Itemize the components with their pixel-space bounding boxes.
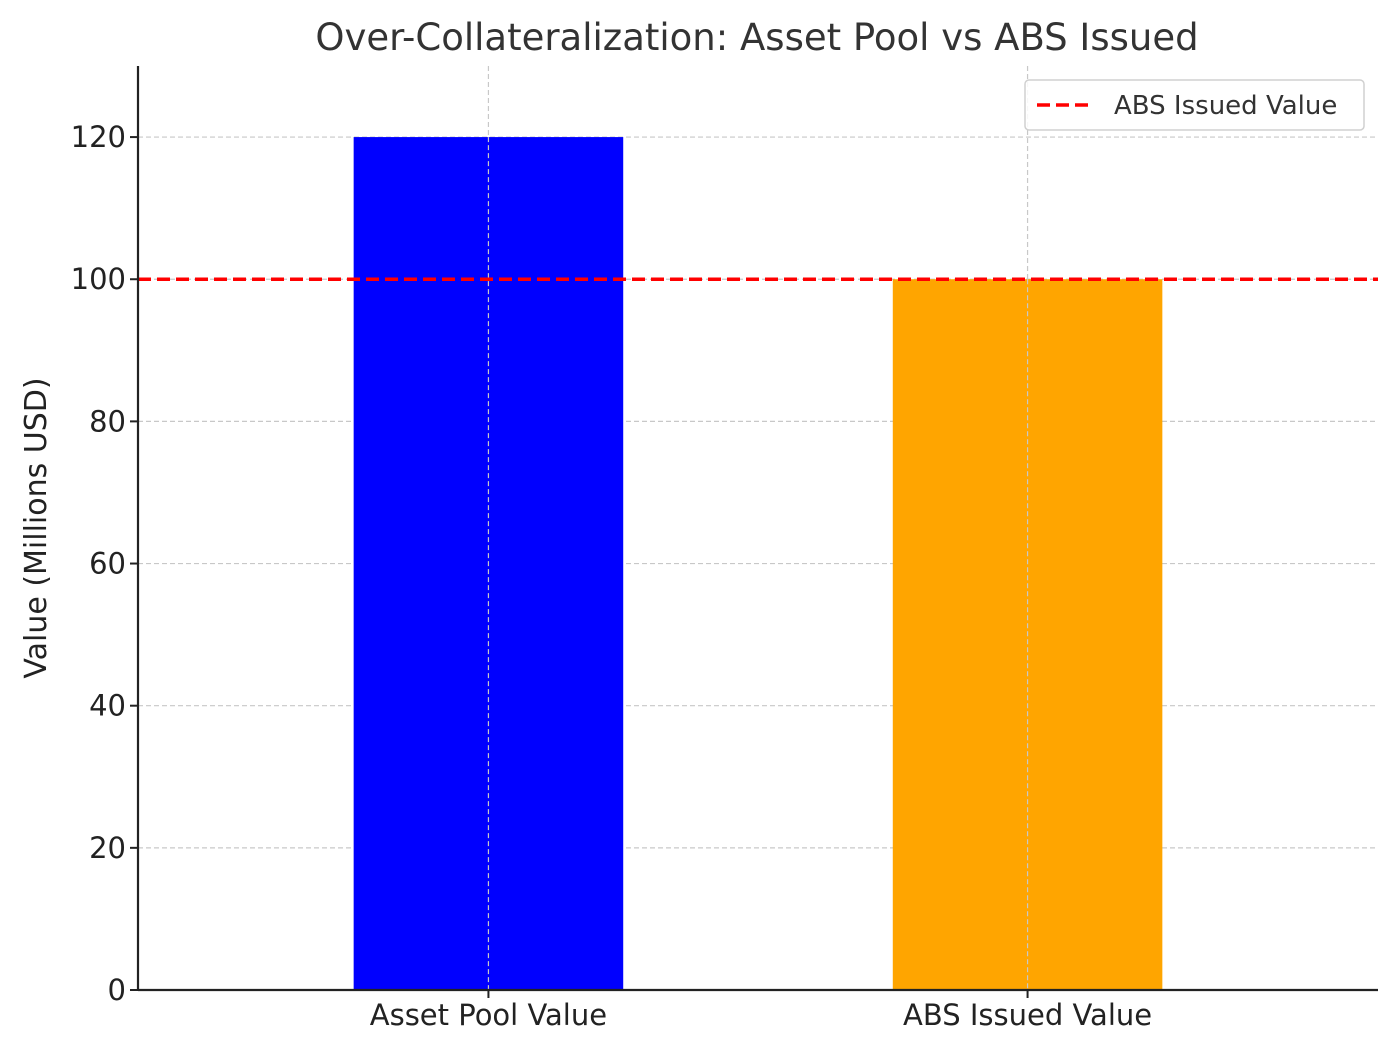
x-tick-label: ABS Issued Value bbox=[903, 998, 1152, 1032]
y-tick-label: 0 bbox=[108, 973, 126, 1007]
y-tick-label: 40 bbox=[89, 689, 126, 723]
chart-title: Over-Collateralization: Asset Pool vs AB… bbox=[315, 16, 1198, 59]
y-tick-label: 80 bbox=[89, 404, 126, 438]
y-tick-label: 20 bbox=[89, 831, 126, 865]
x-tick-label: Asset Pool Value bbox=[370, 998, 607, 1032]
y-tick-label: 60 bbox=[89, 547, 126, 581]
legend: ABS Issued Value bbox=[1024, 79, 1365, 131]
legend-entry-label: ABS Issued Value bbox=[1114, 91, 1337, 121]
legend-box bbox=[1024, 79, 1365, 131]
axes bbox=[136, 66, 1378, 992]
y-axis-label: Value (Millions USD) bbox=[19, 377, 54, 678]
gridlines bbox=[138, 66, 1378, 990]
y-tick-label: 100 bbox=[71, 262, 126, 296]
tick-labels: 0 20 40 60 80 100 120 Asset Pool Value ABS Issue… bbox=[71, 120, 1152, 1032]
y-tick-label: 120 bbox=[71, 120, 126, 154]
